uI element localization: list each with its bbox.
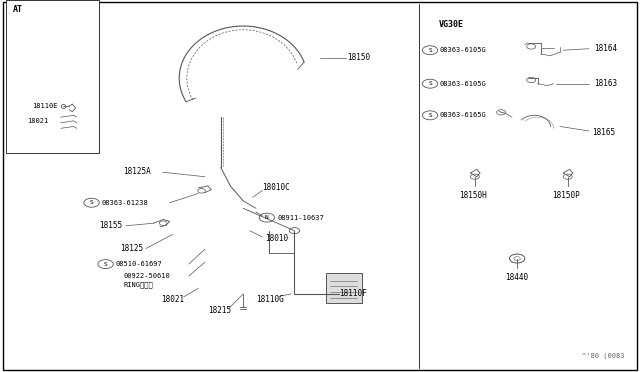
Text: 00922-50610: 00922-50610 — [124, 273, 170, 279]
Text: 18110G: 18110G — [256, 295, 284, 304]
Text: 18125: 18125 — [120, 244, 143, 253]
Text: S: S — [428, 48, 432, 53]
Text: 18163: 18163 — [594, 79, 617, 88]
Text: 18440: 18440 — [506, 273, 529, 282]
Text: 18150P: 18150P — [552, 191, 579, 200]
Text: 18125A: 18125A — [124, 167, 151, 176]
Text: N: N — [265, 215, 269, 220]
Text: 18021: 18021 — [161, 295, 184, 304]
Text: 18165: 18165 — [592, 128, 615, 137]
Text: 18215: 18215 — [208, 306, 231, 315]
Text: 18010: 18010 — [266, 234, 289, 243]
Text: 08911-10637: 08911-10637 — [277, 215, 324, 221]
Text: ^'80 (0083: ^'80 (0083 — [582, 352, 625, 359]
Text: S: S — [428, 113, 432, 118]
Bar — [6, 0, 99, 153]
Polygon shape — [326, 273, 362, 303]
Text: S: S — [104, 262, 108, 267]
Text: 08363-6165G: 08363-6165G — [440, 112, 486, 118]
Text: 18150: 18150 — [348, 53, 371, 62]
Text: 18164: 18164 — [594, 44, 617, 53]
Text: 18010C: 18010C — [262, 183, 290, 192]
Text: 08510-61697: 08510-61697 — [115, 261, 162, 267]
Text: S: S — [90, 200, 93, 205]
Text: 18150H: 18150H — [460, 191, 487, 200]
Text: S: S — [428, 81, 432, 86]
Text: VG30E: VG30E — [438, 20, 463, 29]
Text: 18110E: 18110E — [32, 103, 58, 109]
Text: 18155: 18155 — [99, 221, 122, 230]
Text: AT: AT — [13, 5, 23, 14]
Text: 18021: 18021 — [27, 118, 48, 124]
Text: RINGリング: RINGリング — [124, 281, 153, 288]
Text: 08363-61238: 08363-61238 — [101, 200, 148, 206]
Text: 08363-6105G: 08363-6105G — [440, 47, 486, 53]
Text: 18110F: 18110F — [339, 289, 367, 298]
Text: 08363-6105G: 08363-6105G — [440, 81, 486, 87]
